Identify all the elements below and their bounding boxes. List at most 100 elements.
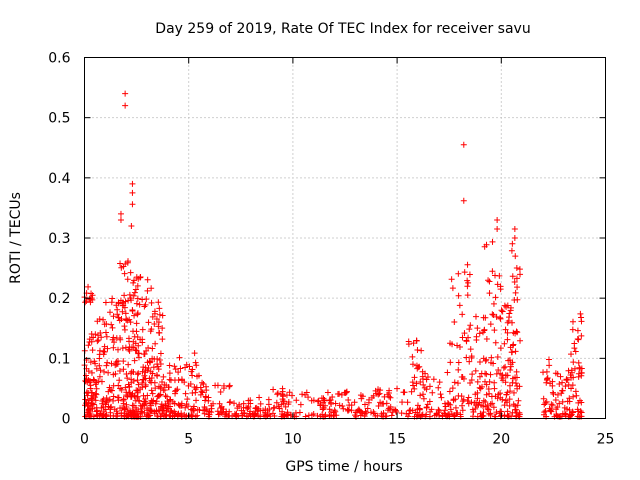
data-point [405, 341, 412, 348]
data-point [436, 379, 443, 386]
data-point [109, 295, 116, 302]
data-point [141, 350, 148, 357]
data-point [508, 349, 515, 356]
data-point [468, 399, 475, 406]
data-point [105, 388, 112, 395]
data-point [568, 374, 575, 381]
data-point [322, 402, 329, 409]
data-point [433, 411, 440, 418]
data-point [479, 383, 486, 390]
data-point [336, 390, 343, 397]
data-point [540, 395, 547, 402]
data-point [130, 279, 137, 286]
data-point [503, 391, 510, 398]
data-point [507, 367, 514, 374]
data-point [485, 386, 492, 393]
data-point [467, 346, 474, 353]
data-point [372, 387, 379, 394]
data-points [81, 90, 585, 420]
data-point [454, 380, 461, 387]
data-point [173, 387, 180, 394]
data-point [82, 372, 89, 379]
data-point [413, 337, 420, 344]
data-point [495, 367, 502, 374]
data-point [123, 404, 130, 411]
data-point [466, 326, 473, 333]
data-point [444, 369, 451, 376]
data-point [94, 412, 101, 419]
data-point [509, 273, 516, 280]
data-point [226, 399, 233, 406]
data-point [510, 389, 517, 396]
data-point [218, 403, 225, 410]
data-point [102, 412, 109, 419]
data-point [348, 407, 355, 414]
data-point [120, 396, 127, 403]
data-point [89, 405, 96, 412]
data-point [157, 361, 164, 368]
data-point [134, 310, 141, 317]
data-point [365, 399, 372, 406]
data-point [509, 379, 516, 386]
data-point [274, 390, 281, 397]
data-point [85, 342, 92, 349]
data-point [378, 410, 385, 417]
data-point [332, 400, 339, 407]
data-point [165, 384, 172, 391]
data-point [345, 397, 352, 404]
data-point [176, 354, 183, 361]
data-point [134, 377, 141, 384]
data-point [454, 409, 461, 416]
data-point [578, 318, 585, 325]
y-axis-label: ROTI / TECUs [8, 192, 24, 284]
data-point [487, 371, 494, 378]
data-point [92, 390, 99, 397]
data-point [568, 367, 575, 374]
data-point [134, 311, 141, 318]
data-point [92, 331, 99, 338]
data-point [131, 277, 138, 284]
data-point [128, 376, 135, 383]
data-point [218, 409, 225, 416]
data-point [130, 292, 137, 299]
data-point [377, 399, 384, 406]
data-point [215, 411, 222, 418]
data-point [160, 373, 167, 380]
data-point [134, 295, 141, 302]
data-point [490, 404, 497, 411]
data-point [506, 357, 513, 364]
data-point [110, 412, 117, 419]
data-point [112, 370, 119, 377]
data-point [420, 395, 427, 402]
data-point [408, 388, 415, 395]
data-point [499, 308, 506, 315]
data-point [159, 325, 166, 332]
data-point [509, 240, 516, 247]
data-point [501, 412, 508, 419]
data-point [460, 141, 467, 148]
data-point [139, 296, 146, 303]
data-point [577, 310, 584, 317]
data-point [117, 260, 124, 267]
data-point [548, 408, 555, 415]
data-point [351, 399, 358, 406]
data-point [472, 391, 479, 398]
data-point [137, 402, 144, 409]
data-point [104, 397, 111, 404]
data-point [417, 378, 424, 385]
data-point [154, 372, 161, 379]
data-point [459, 373, 466, 380]
data-point [506, 402, 513, 409]
x-tick-label: 10 [284, 432, 302, 448]
data-point [556, 380, 563, 387]
data-point [118, 264, 125, 271]
data-point [577, 365, 584, 372]
data-point [119, 308, 126, 315]
data-point [96, 347, 103, 354]
data-point [569, 318, 576, 325]
data-point [94, 338, 101, 345]
data-point [465, 279, 472, 286]
data-point [112, 362, 119, 369]
data-point [483, 335, 490, 342]
data-point [509, 319, 516, 326]
